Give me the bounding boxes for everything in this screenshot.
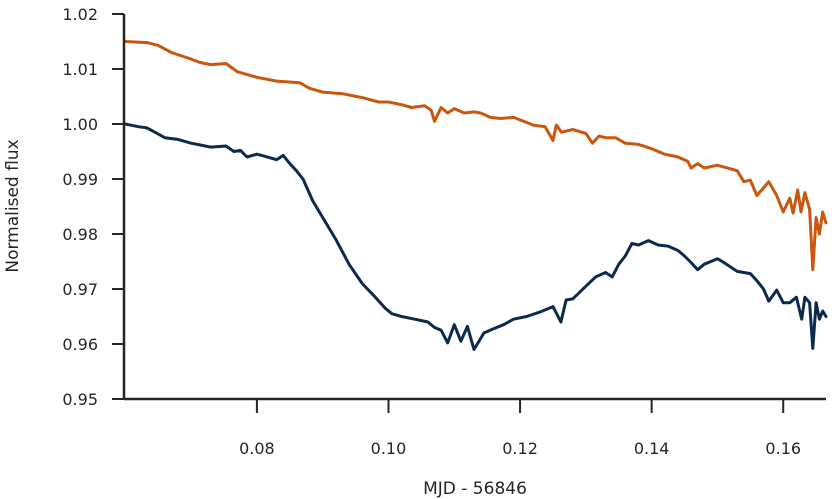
series-line-2 bbox=[123, 122, 828, 351]
y-tick-label: 1.01 bbox=[62, 60, 98, 79]
y-tick-label: 0.97 bbox=[62, 280, 98, 299]
y-axis-title: Normalised flux bbox=[3, 139, 23, 272]
y-tick-label: 1.02 bbox=[62, 5, 98, 24]
x-tick-label: 0.14 bbox=[634, 439, 670, 458]
y-axis: 0.95 0.96 0.97 0.98 0.99 1.00 1.01 1.02 bbox=[62, 5, 126, 409]
y-tick-label: 0.95 bbox=[62, 390, 98, 409]
y-tick-label: 1.00 bbox=[62, 115, 98, 134]
y-tick-label: 0.99 bbox=[62, 170, 98, 189]
plot-series bbox=[123, 40, 828, 351]
x-tick-label: 0.10 bbox=[371, 439, 407, 458]
x-tick-label: 0.16 bbox=[765, 439, 801, 458]
y-tick-label: 0.98 bbox=[62, 225, 98, 244]
series-line-1 bbox=[123, 40, 828, 272]
y-tick-label: 0.96 bbox=[62, 335, 98, 354]
x-axis-title: MJD - 56846 bbox=[423, 479, 527, 499]
x-tick-label: 0.12 bbox=[502, 439, 538, 458]
x-axis: 0.08 0.10 0.12 0.14 0.16 bbox=[124, 397, 826, 458]
x-tick-label: 0.08 bbox=[239, 439, 275, 458]
